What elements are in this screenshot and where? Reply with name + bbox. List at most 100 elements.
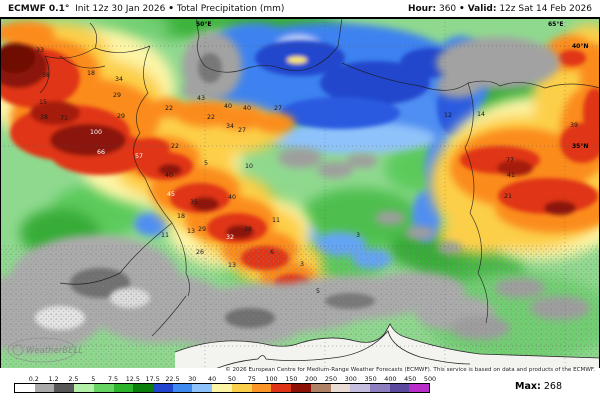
colorbar-tick-label: 250 xyxy=(324,375,338,383)
colorbar-segments xyxy=(14,383,430,393)
map-value-label: 14 xyxy=(477,111,485,118)
map-value-label: 11 xyxy=(161,232,169,239)
graticule-label: 50°E xyxy=(196,21,211,28)
colorbar-tick-label: 0.2 xyxy=(28,375,39,383)
map-value-label: 34 xyxy=(226,123,234,130)
footer: © 2026 European Centre for Medium-Range … xyxy=(0,367,600,400)
copyright-text: © 2026 European Centre for Medium-Range … xyxy=(225,367,595,373)
map-value-label: 77 xyxy=(506,157,514,164)
map-value-label: 22 xyxy=(165,105,173,112)
map-value-label: 29 xyxy=(117,113,125,120)
map-value-label: 10 xyxy=(245,163,253,170)
map-value-label: 41 xyxy=(507,172,515,179)
colorbar-tick-label: 17.5 xyxy=(145,375,160,383)
map-value-label: 38 xyxy=(42,72,50,79)
map-value-label: 40 xyxy=(228,194,236,201)
colorbar-segment xyxy=(74,384,94,392)
colorbar-tick-label: 300 xyxy=(344,375,357,383)
colorbar-tick-label: 12.5 xyxy=(125,375,140,383)
map-value-label: 18 xyxy=(177,213,185,220)
title-bullet: • xyxy=(168,3,174,14)
colorbar-segment xyxy=(93,384,114,392)
colorbar-segment xyxy=(409,384,430,392)
precipitation-map: 50°E 65°E 40°N 35°N 33 18 38 34 29 15 38 71 29 100 66… xyxy=(0,17,600,369)
map-value-label: 26 xyxy=(196,249,204,256)
colorbar-segment xyxy=(389,384,410,392)
model-name: ECMWF 0.1° xyxy=(8,3,70,14)
colorbar-segment xyxy=(231,384,252,392)
precip-field-blue-cores xyxy=(108,40,473,136)
map-value-label: 13 xyxy=(187,228,195,235)
colorbar-segment xyxy=(291,384,311,392)
map-value-label: 3 xyxy=(356,232,360,239)
colorbar-tick-label: 400 xyxy=(384,375,397,383)
map-value-label: 3 xyxy=(300,261,304,268)
header-bar: ECMWF 0.1° Init 12z 30 Jan 2026 • Total … xyxy=(0,0,600,17)
weatherbell-watermark: WeatherBELL xyxy=(7,337,83,363)
colorbar-segment xyxy=(153,384,173,392)
hour-value: 360 xyxy=(438,3,457,14)
max-value-readout: Max: 268 xyxy=(515,381,562,392)
map-value-label: 57 xyxy=(135,153,143,160)
graticule-grid xyxy=(0,18,600,369)
map-value-label: 15 xyxy=(39,99,47,106)
colorbar-segment xyxy=(330,384,351,392)
map-value-label: 38 xyxy=(40,114,48,121)
coastlines-borders xyxy=(39,18,600,337)
map-value-label: 18 xyxy=(87,70,95,77)
map-value-label: 71 xyxy=(60,115,68,122)
colorbar-tick-label: 40 xyxy=(208,375,217,383)
map-value-label: 39 xyxy=(570,122,578,129)
map-value-label: 100 xyxy=(90,129,102,136)
colorbar-segment xyxy=(133,384,154,392)
colorbar-segment xyxy=(271,384,292,392)
graticule-label: 65°E xyxy=(548,21,563,28)
map-value-label: 40 xyxy=(224,103,232,110)
colorbar-tick-label: 350 xyxy=(364,375,377,383)
colorbar-labels: 0.2 1.2 2.5 5 7.5 12.5 17.5 22.5 30 40 50 75 100 150 2… xyxy=(14,375,436,383)
map-value-label: 35 xyxy=(190,199,198,206)
watermark-text: WeatherBELL xyxy=(26,346,83,356)
colorbar-segment xyxy=(54,384,75,392)
map-value-label: 21 xyxy=(504,193,512,200)
map-value-label: 38 xyxy=(244,226,252,233)
map-value-label: 45 xyxy=(167,191,175,198)
colorbar-segment xyxy=(192,384,213,392)
colorbar-tick-label: 200 xyxy=(305,375,318,383)
valid-time-block: Hour: 360 • Valid: 12z Sat 14 Feb 2026 xyxy=(408,4,600,14)
map-value-label: 43 xyxy=(197,95,205,102)
colorbar-segment xyxy=(350,384,370,392)
map-value-label: 12 xyxy=(444,112,452,119)
valid-label: Valid: xyxy=(467,3,497,14)
colorbar-segment xyxy=(369,384,390,392)
colorbar-segment xyxy=(212,384,232,392)
colorbar-segment xyxy=(113,384,134,392)
init-time: Init 12z 30 Jan 2026 xyxy=(75,3,166,14)
map-value-label: 29 xyxy=(113,92,121,99)
map-value-label: 33 xyxy=(36,47,44,54)
colorbar-segment xyxy=(172,384,193,392)
colorbar-tick-label: 22.5 xyxy=(165,375,180,383)
map-value-label: 34 xyxy=(115,76,123,83)
graticule-labels: 50°E 65°E 40°N 35°N xyxy=(196,21,588,150)
product-name: Total Precipitation (mm) xyxy=(176,3,285,14)
graticule-label: 35°N xyxy=(572,143,588,150)
map-value-label: 5 xyxy=(204,160,208,167)
colorbar-segment xyxy=(15,384,35,392)
map-value-label: 66 xyxy=(97,149,105,156)
colorbar-tick-label: 75 xyxy=(247,375,256,383)
map-value-label: 40 xyxy=(165,172,173,179)
map-value-label: 22 xyxy=(171,143,179,150)
map-value-label: 40 xyxy=(243,105,251,112)
map-value-label: 29 xyxy=(198,226,206,233)
colorbar-tick-label: 1.2 xyxy=(48,375,59,383)
map-title: ECMWF 0.1° Init 12z 30 Jan 2026 • Total … xyxy=(0,4,284,14)
colorbar-segment xyxy=(251,384,272,392)
colorbar-tick-label: 100 xyxy=(265,375,278,383)
colorbar-tick-label: 50 xyxy=(227,375,236,383)
map-value-label: 27 xyxy=(238,127,246,134)
sea-area xyxy=(174,323,600,369)
